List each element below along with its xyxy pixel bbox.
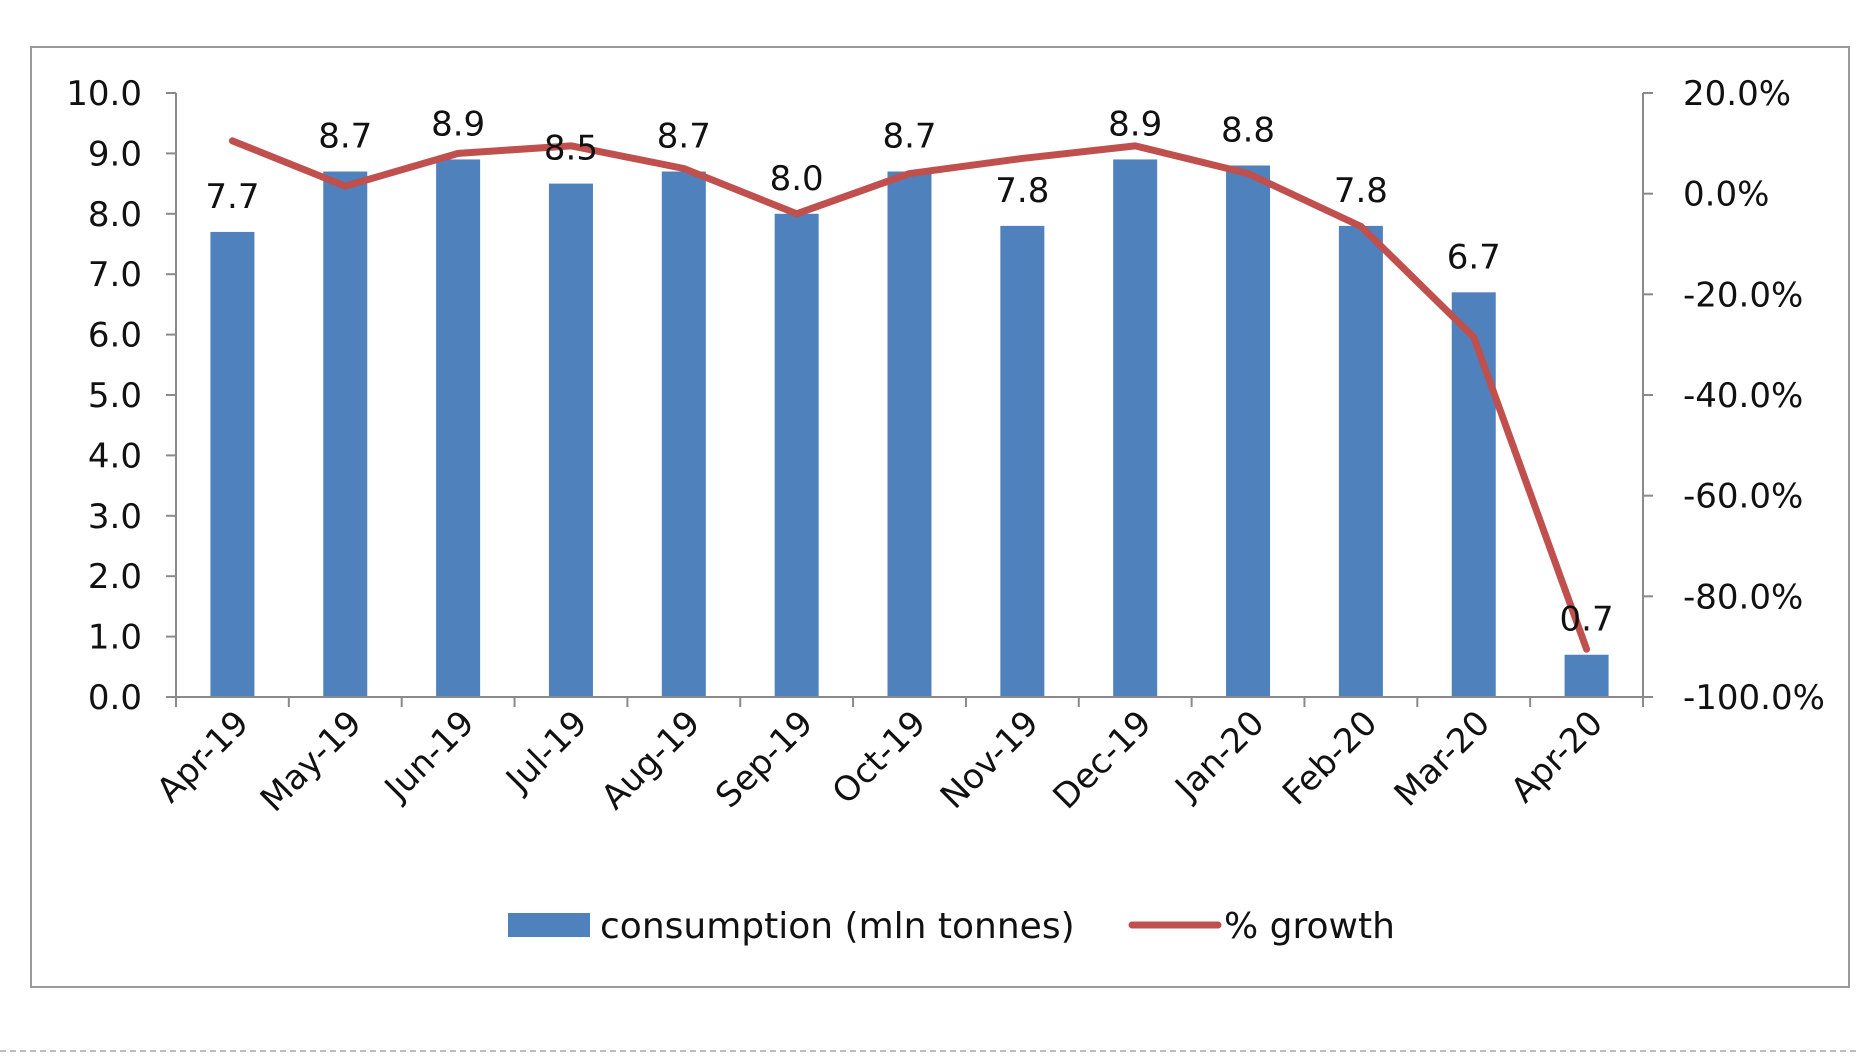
legend-label-growth: % growth	[1224, 906, 1395, 947]
bar-value-label: 8.7	[318, 117, 372, 157]
right-tick-label: -20.0%	[1683, 275, 1803, 315]
bar-Nov-19	[1000, 225, 1045, 697]
x-tick-label: Apr-19	[149, 703, 257, 811]
right-tick-label: -80.0%	[1683, 577, 1803, 617]
bar-value-label: 8.7	[657, 117, 711, 157]
bar-value-label: 8.5	[544, 129, 598, 169]
bar-value-label: 8.8	[1221, 110, 1275, 150]
bar-value-label: 7.8	[995, 171, 1049, 211]
left-tick-label: 0.0	[88, 678, 142, 718]
left-tick-label: 6.0	[88, 316, 142, 356]
bar-value-label: 7.8	[1334, 171, 1388, 211]
x-tick-label: Dec-19	[1045, 703, 1159, 817]
x-tick-label: May-19	[253, 703, 370, 820]
bar-Apr-19	[210, 231, 255, 698]
left-tick-label: 9.0	[88, 134, 142, 174]
x-tick-label: Nov-19	[933, 703, 1047, 817]
divider	[0, 1050, 1856, 1052]
bars-layer	[210, 159, 1609, 698]
bar-Jun-19	[436, 159, 481, 697]
bar-Jan-20	[1226, 165, 1271, 698]
bar-May-19	[323, 171, 368, 697]
x-tick-label: Jul-19	[497, 703, 595, 801]
legend-label-consumption: consumption (mln tonnes)	[600, 906, 1075, 947]
legend: consumption (mln tonnes) % growth	[508, 906, 1395, 947]
bar-Apr-20	[1564, 654, 1609, 697]
bar-value-label: 0.7	[1560, 600, 1614, 640]
x-tick-label: Feb-20	[1275, 703, 1385, 813]
right-tick-label: 0.0%	[1683, 175, 1769, 215]
bar-value-label: 8.0	[770, 159, 824, 199]
x-tick-label: Aug-19	[594, 703, 708, 817]
left-tick-label: 8.0	[88, 195, 142, 235]
bar-Aug-19	[661, 171, 706, 697]
bar-value-label: 8.9	[1108, 104, 1162, 144]
growth-line-layer	[228, 137, 1591, 653]
left-tick-label: 1.0	[88, 618, 142, 658]
bar-value-label: 8.9	[431, 104, 485, 144]
data-labels-layer: 7.7 8.7 8.9 8.5 8.7 8.0 8.7 7.8 8.9 8.8 7.8 6.7 0.7	[205, 104, 1613, 639]
x-tick-label: Jan-20	[1166, 703, 1272, 809]
left-tick-label: 4.0	[88, 436, 142, 476]
right-tick-label: -60.0%	[1683, 477, 1803, 517]
left-tick-label: 10.0	[66, 74, 142, 114]
bar-value-label: 6.7	[1447, 237, 1501, 277]
right-tick-label: -100.0%	[1683, 678, 1825, 718]
x-tick-label: Apr-20	[1503, 703, 1611, 811]
x-tick-label: Jun-19	[376, 703, 483, 810]
bar-Oct-19	[887, 171, 932, 697]
bar-Feb-20	[1338, 225, 1383, 697]
x-tick-label: Oct-19	[825, 703, 934, 812]
right-tick-label: -40.0%	[1683, 376, 1803, 416]
bar-Sep-19	[774, 213, 819, 698]
bar-Jul-19	[548, 183, 593, 698]
x-tick-label: Mar-20	[1387, 703, 1498, 814]
bar-Mar-20	[1451, 292, 1496, 697]
chart-frame	[30, 46, 1850, 988]
x-tick-label: Sep-19	[708, 703, 821, 816]
left-tick-label: 2.0	[88, 557, 142, 597]
left-tick-label: 3.0	[88, 497, 142, 537]
bar-value-label: 8.7	[882, 117, 936, 157]
bar-Dec-19	[1113, 159, 1158, 697]
bar-value-label: 7.7	[205, 177, 259, 217]
left-tick-label: 7.0	[88, 255, 142, 295]
legend-swatch-consumption	[508, 913, 590, 937]
left-tick-label: 5.0	[88, 376, 142, 416]
right-tick-label: 20.0%	[1683, 74, 1791, 114]
